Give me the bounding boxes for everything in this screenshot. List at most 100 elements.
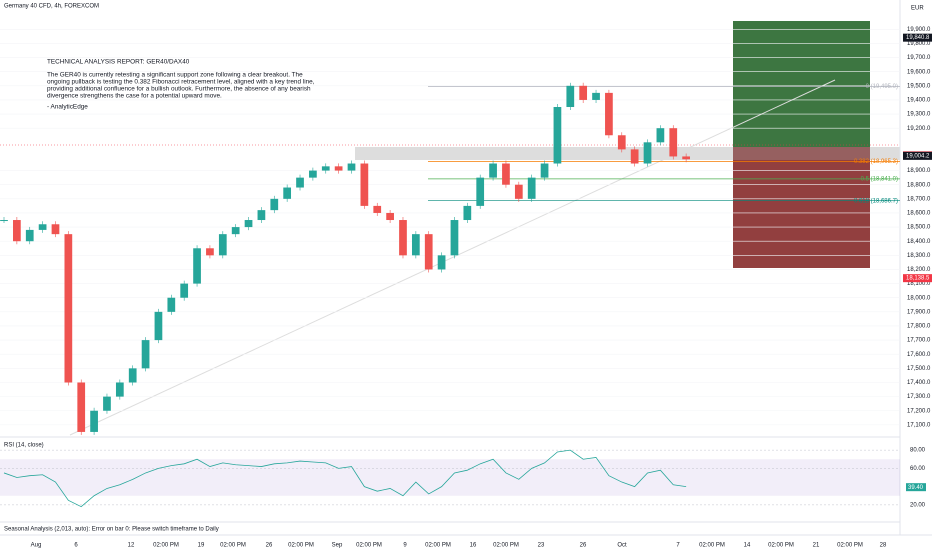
rsi-line (3, 449, 687, 508)
rsi-marker (906, 483, 926, 492)
candle (476, 177, 485, 206)
candle (347, 163, 356, 171)
profit-zone (733, 21, 870, 147)
time-label: 02:00 PM (699, 543, 725, 549)
candle (682, 156, 690, 160)
report-line: divergence strengthens the case for a po… (47, 93, 222, 100)
price-marker (903, 151, 932, 160)
candle (489, 163, 497, 178)
rsi-marker-label: 39.40 (908, 485, 924, 491)
candle (321, 166, 330, 171)
candle (566, 85, 575, 108)
candle (502, 163, 510, 185)
price-label: 17,200.0 (907, 408, 931, 414)
rsi-label: 20.00 (910, 502, 926, 508)
price-label: 19,600.0 (907, 69, 931, 75)
candle (373, 205, 382, 213)
trend-line (69, 79, 836, 436)
price-label: 17,100.0 (907, 422, 931, 428)
time-label: 02:00 PM (768, 543, 794, 549)
candle (64, 234, 73, 383)
time-label: 6 (74, 543, 78, 549)
rsi-label: 60.00 (910, 466, 926, 472)
report-line: The GER40 is currently retesting a signi… (47, 72, 303, 79)
candle (206, 248, 214, 256)
price-label: 17,600.0 (907, 352, 931, 358)
time-label: Sep (332, 543, 343, 549)
candle (0, 220, 8, 222)
footer: Seasonal Analysis (2,013, auto): Error o… (4, 527, 219, 533)
price-label: 17,800.0 (907, 324, 931, 330)
candle (218, 234, 227, 256)
price-label: 19,200.0 (907, 126, 931, 132)
price-label: 19,400.0 (907, 98, 931, 104)
candle (605, 92, 613, 136)
candle (617, 135, 626, 150)
candle (437, 255, 446, 270)
candle (103, 396, 111, 411)
time-label: 16 (470, 543, 477, 549)
price-label: 19,800.0 (907, 41, 931, 47)
candle (630, 149, 639, 164)
candle (25, 229, 34, 242)
time-label: 02:00 PM (837, 543, 863, 549)
candle (553, 107, 562, 164)
candle (296, 177, 304, 188)
fib-label: 0.618 (18,686.7) (854, 198, 898, 204)
price-label: 18,700.0 (907, 196, 931, 202)
price-label: 18,200.0 (907, 267, 931, 273)
candle (669, 128, 678, 157)
candle (244, 220, 253, 228)
candle (656, 128, 665, 143)
fib-label: 0.382 (18,965.3) (854, 159, 898, 165)
time-label: 02:00 PM (493, 543, 519, 549)
price-label: 18,100.0 (907, 281, 931, 287)
price-label: 17,500.0 (907, 366, 931, 372)
candle (463, 205, 472, 221)
time-label: 28 (880, 543, 887, 549)
candle (527, 177, 536, 199)
time-label: 9 (403, 543, 407, 549)
candle (579, 85, 588, 100)
support-zone (355, 147, 900, 160)
rsi-title: RSI (14, close) (4, 443, 44, 449)
time-label: 02:00 PM (288, 543, 314, 549)
candle (128, 368, 137, 383)
candle (90, 410, 98, 432)
price-label: 19,700.0 (907, 55, 931, 61)
candle (514, 184, 523, 199)
candle (540, 163, 549, 178)
time-label: 02:00 PM (425, 543, 451, 549)
rsi-label: 80.00 (910, 448, 926, 454)
time-label: 02:00 PM (153, 543, 179, 549)
time-label: 26 (580, 543, 587, 549)
fib-label: 0.5 (18,841.0) (861, 176, 898, 182)
candle (360, 163, 369, 206)
price-marker (903, 274, 932, 283)
candle (154, 311, 163, 341)
price-label: 18,600.0 (907, 211, 931, 217)
price-label: 17,400.0 (907, 380, 931, 386)
report-line: ongoing pullback is testing the 0.382 Fi… (47, 79, 315, 86)
candle (231, 227, 240, 235)
price-label: 18,000.0 (907, 295, 931, 301)
time-label: 21 (813, 543, 820, 549)
report-signature: - AnalyticEdge (47, 104, 88, 111)
time-label: 19 (198, 543, 205, 549)
time-label: 26 (266, 543, 273, 549)
candle (77, 382, 86, 432)
candle (334, 166, 343, 171)
candle (386, 212, 394, 221)
price-label: 19,900.0 (907, 27, 931, 33)
candle (167, 297, 176, 312)
candle (309, 170, 317, 178)
candle (115, 382, 124, 397)
candle (141, 340, 150, 369)
price-label: 18,400.0 (907, 239, 931, 245)
candle (411, 234, 420, 256)
price-marker (903, 33, 932, 42)
time-label: 02:00 PM (356, 543, 382, 549)
price-label: 19,500.0 (907, 83, 931, 89)
candle (38, 224, 47, 230)
